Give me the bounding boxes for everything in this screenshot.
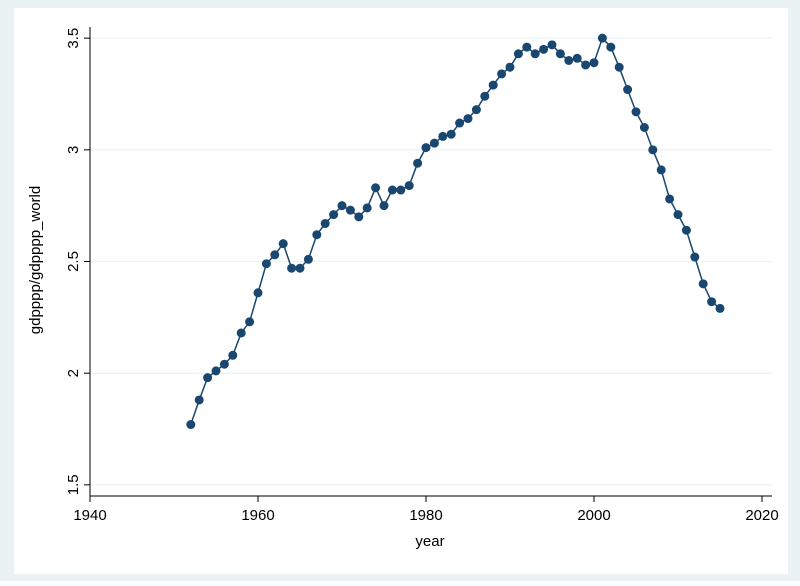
data-point — [438, 132, 447, 141]
data-point — [480, 92, 489, 101]
plot-region — [14, 8, 788, 574]
data-point — [447, 130, 456, 139]
data-point — [615, 63, 624, 72]
data-point — [640, 123, 649, 132]
data-point — [388, 186, 397, 195]
data-point — [707, 297, 716, 306]
x-tick-label: 2020 — [745, 507, 778, 524]
data-point — [590, 58, 599, 67]
data-point — [514, 49, 523, 58]
y-tick-label: 3.5 — [65, 28, 82, 49]
data-point — [304, 255, 313, 264]
data-point — [413, 159, 422, 168]
data-point — [405, 181, 414, 190]
data-point — [472, 105, 481, 114]
data-point — [539, 45, 548, 54]
data-point — [657, 165, 666, 174]
data-point — [254, 288, 263, 297]
data-point — [430, 139, 439, 148]
data-point — [186, 420, 195, 429]
data-point — [497, 69, 506, 78]
x-axis-title: year — [415, 533, 444, 550]
data-point — [346, 206, 355, 215]
data-point — [212, 366, 221, 375]
data-point — [531, 49, 540, 58]
data-point — [556, 49, 565, 58]
data-point — [338, 201, 347, 210]
data-point — [287, 264, 296, 273]
data-point — [506, 63, 515, 72]
data-point — [455, 119, 464, 128]
data-point — [648, 145, 657, 154]
data-point — [623, 85, 632, 94]
data-point — [220, 360, 229, 369]
data-point — [195, 395, 204, 404]
data-point — [598, 34, 607, 43]
data-point — [312, 230, 321, 239]
x-tick-label: 1960 — [241, 507, 274, 524]
data-point — [522, 43, 531, 52]
data-point — [237, 328, 246, 337]
data-point — [279, 239, 288, 248]
data-point — [716, 304, 725, 313]
data-point — [573, 54, 582, 63]
data-point — [296, 264, 305, 273]
data-point — [245, 317, 254, 326]
data-point — [371, 183, 380, 192]
data-point — [690, 253, 699, 262]
data-point — [606, 43, 615, 52]
data-point — [581, 60, 590, 69]
data-point — [321, 219, 330, 228]
data-point — [262, 259, 271, 268]
x-tick-label: 1940 — [73, 507, 106, 524]
data-point — [682, 226, 691, 235]
data-point — [674, 210, 683, 219]
data-point — [329, 210, 338, 219]
x-tick-label: 2000 — [577, 507, 610, 524]
data-point — [464, 114, 473, 123]
data-point — [380, 201, 389, 210]
data-point — [422, 143, 431, 152]
y-axis-title: gdpppp/gdpppp_world — [27, 186, 44, 334]
y-tick-label: 2.5 — [65, 251, 82, 272]
data-point — [489, 81, 498, 90]
y-tick-label: 1.5 — [65, 474, 82, 495]
data-point — [396, 186, 405, 195]
data-point — [270, 250, 279, 259]
data-point — [363, 203, 372, 212]
data-point — [632, 107, 641, 116]
x-tick-label: 1980 — [409, 507, 442, 524]
data-point — [228, 351, 237, 360]
data-point — [665, 194, 674, 203]
data-point — [564, 56, 573, 65]
data-point — [354, 212, 363, 221]
y-tick-label: 3 — [65, 146, 82, 154]
data-point — [203, 373, 212, 382]
data-point — [548, 40, 557, 49]
data-point — [699, 279, 708, 288]
y-tick-label: 2 — [65, 369, 82, 377]
